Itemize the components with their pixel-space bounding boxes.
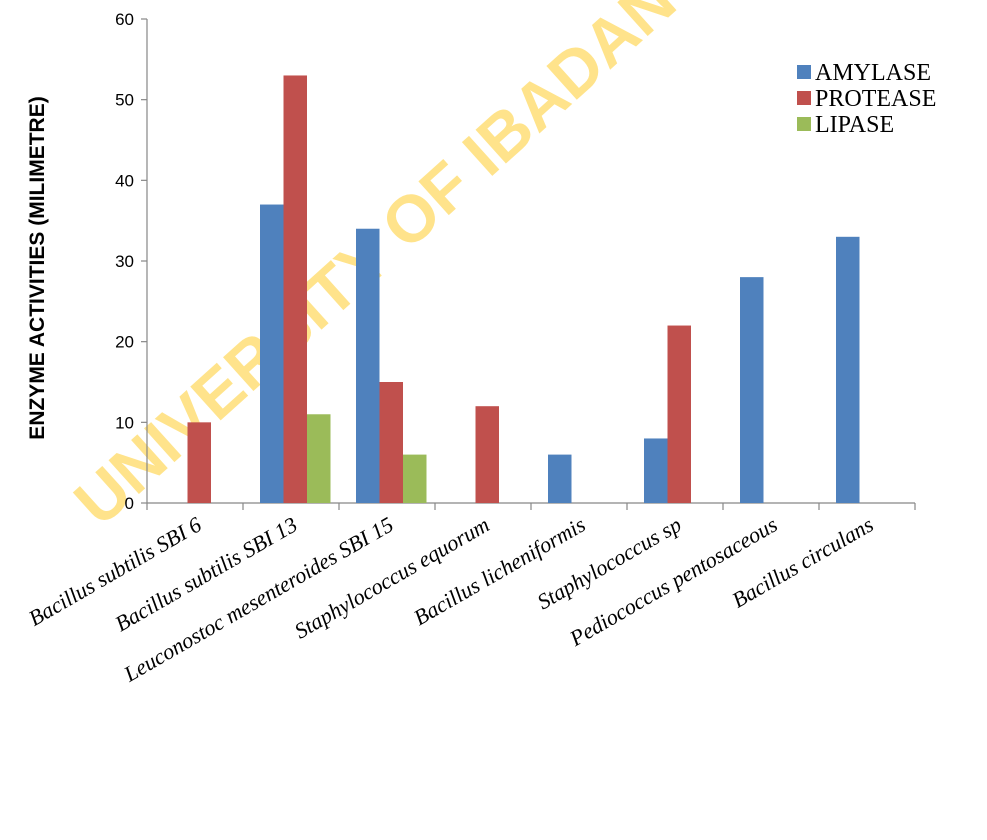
- bar-amylase-1: [260, 204, 284, 504]
- y-tick-label: 50: [115, 91, 134, 110]
- bar-protease-5: [667, 325, 691, 503]
- x-tick-label: Bacillus licheniformis: [409, 512, 589, 631]
- bar-amylase-5: [644, 438, 668, 503]
- bar-amylase-7: [836, 236, 860, 504]
- bar-protease-3: [475, 406, 499, 503]
- bar-protease-1: [283, 75, 307, 503]
- legend-label-amylase: AMYLASE: [815, 60, 931, 86]
- y-tick-label: 60: [115, 10, 134, 29]
- legend-swatch-protease: [797, 91, 811, 105]
- y-tick-label: 20: [115, 333, 134, 352]
- bar-protease-0: [187, 422, 211, 503]
- y-tick-label: 40: [115, 171, 134, 190]
- bar-amylase-4: [548, 454, 572, 503]
- legend-label-lipase: LIPASE: [815, 112, 894, 138]
- bar-protease-2: [379, 382, 403, 503]
- y-tick-label: 30: [115, 252, 134, 271]
- bar-lipase-2: [403, 454, 427, 503]
- legend-swatch-lipase: [797, 117, 811, 131]
- y-tick-label: 0: [125, 494, 134, 513]
- y-axis-label: ENZYME ACTIVITIES (MILIMETRE): [26, 96, 49, 439]
- bar-lipase-1: [307, 414, 331, 503]
- y-tick-label: 10: [115, 413, 134, 432]
- legend-label-protease: PROTEASE: [815, 86, 936, 112]
- bars: [187, 75, 860, 504]
- bar-amylase-6: [740, 277, 764, 503]
- bar-amylase-2: [356, 228, 380, 503]
- legend-swatch-amylase: [797, 65, 811, 79]
